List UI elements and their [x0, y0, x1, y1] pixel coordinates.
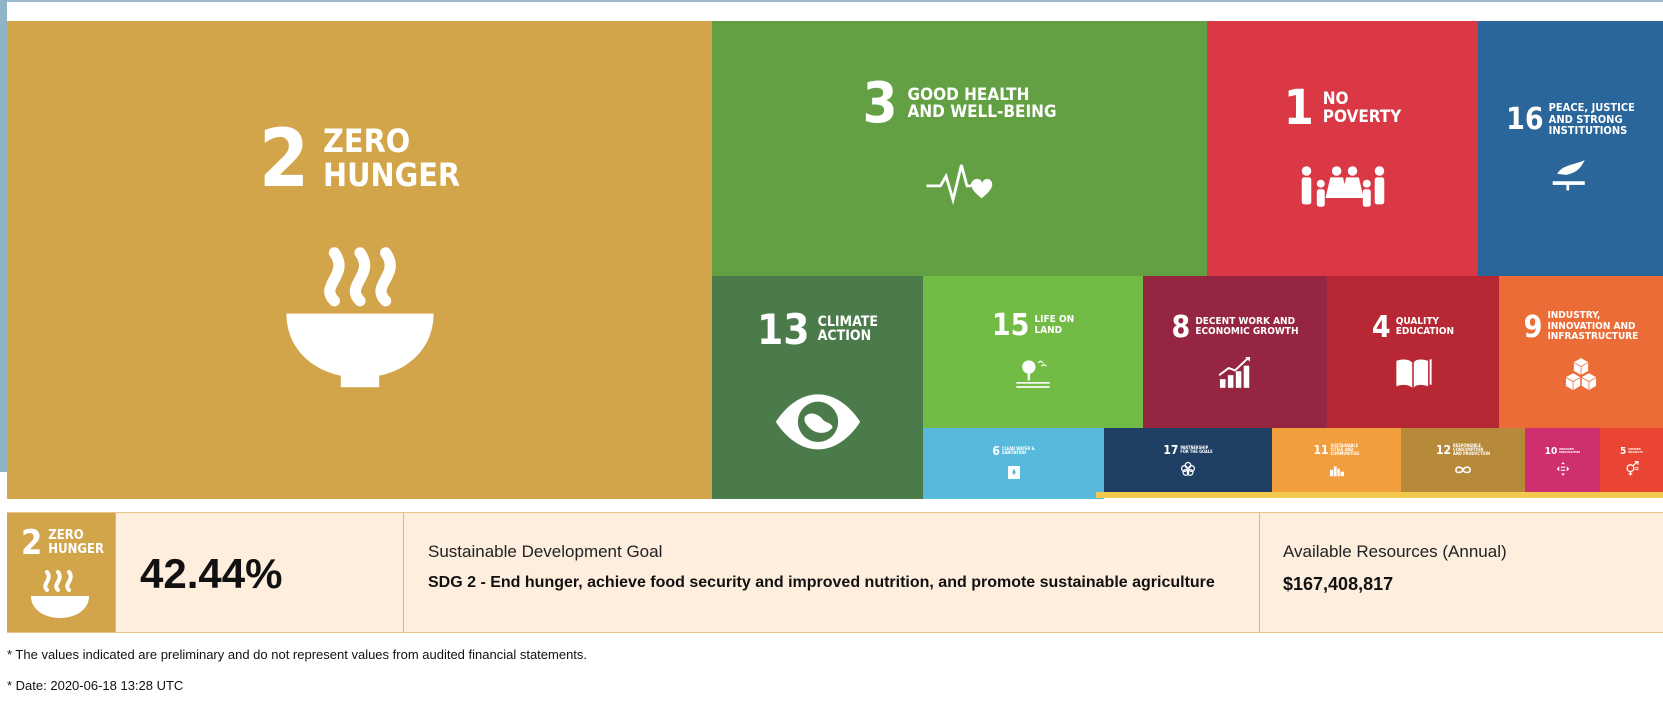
tile-sdg-12[interactable]: 12 RESPONSIBLE CONSUMPTION AND PRODUCTION	[1401, 428, 1525, 494]
tile-sdg-9[interactable]: 9 INDUSTRY, INNOVATION AND INFRASTRUCTURE	[1499, 276, 1663, 428]
tile-sdg-13[interactable]: 13 CLIMATE ACTION	[712, 276, 923, 499]
tile-title: ZERO HUNGER	[323, 122, 461, 194]
tile-title: RESPONSIBLE CONSUMPTION AND PRODUCTION	[1453, 442, 1490, 457]
tile-sdg-11[interactable]: 11 SUSTAINABLE CITIES AND COMMUNITIES	[1272, 428, 1401, 494]
tile-title: GOOD HEALTH AND WELL-BEING	[907, 84, 1057, 123]
tile-title: NO POVERTY	[1322, 89, 1402, 127]
tile-sdg-2[interactable]: 2 ZERO HUNGER	[7, 21, 712, 499]
sdg-treemap: 2 ZERO HUNGER 3 GOOD HEALTH AND WELL-BEING 1…	[7, 21, 1663, 499]
tile-title: PEACE, JUSTICE AND STRONG INSTITUTIONS	[1548, 101, 1635, 138]
resources-value: $167,408,817	[1283, 574, 1394, 594]
growth-chart-icon	[1218, 356, 1251, 388]
percent-cell: 42.44%	[115, 513, 403, 632]
tile-number: 5	[1619, 445, 1627, 457]
tile-sdg-10[interactable]: 10 REDUCED INEQUALITIES	[1525, 428, 1600, 494]
water-icon	[1007, 466, 1020, 480]
tile-number: 2	[258, 112, 310, 205]
city-icon	[1329, 466, 1344, 477]
side-strip	[0, 0, 7, 472]
tile-sdg-4[interactable]: 4 QUALITY EDUCATION	[1327, 276, 1499, 428]
tile-sdg-1[interactable]: 1 NO POVERTY	[1207, 21, 1478, 276]
footnote-date: * Date: 2020-06-18 13:28 UTC	[7, 678, 184, 693]
percent-value: 42.44%	[140, 550, 283, 597]
tile-title: PARTNERSHIP FOR THE GOALS	[1180, 444, 1213, 454]
tile-title: DECENT WORK AND ECONOMIC GROWTH	[1195, 315, 1299, 337]
tile-title: GENDER EQUALITY	[1628, 446, 1644, 454]
tile-sdg-6[interactable]: 6 CLEAN WATER & SANITATION	[923, 428, 1104, 499]
gender-icon	[1625, 460, 1639, 475]
tile-number: 12	[1436, 442, 1452, 457]
bowl-icon	[285, 247, 434, 388]
tile-title: QUALITY EDUCATION	[1395, 315, 1455, 337]
tile-number: 6	[992, 443, 1000, 458]
goal-value: SDG 2 - End hunger, achieve food securit…	[428, 574, 1215, 591]
tile-title: LIFE ON LAND	[1034, 314, 1075, 336]
tile-number: 3	[862, 71, 898, 137]
family-icon	[1301, 165, 1384, 207]
tile-sdg-3[interactable]: 3 GOOD HEALTH AND WELL-BEING	[712, 21, 1207, 276]
highlight-bar	[1096, 492, 1663, 498]
dove-icon	[1552, 159, 1585, 191]
summary-row: 2 ZERO HUNGER 42.44% Sustainable Develop…	[7, 512, 1663, 633]
tile-number: 13	[757, 304, 810, 354]
tile-sdg-16[interactable]: 16 PEACE, JUSTICE AND STRONG INSTITUTIONS	[1478, 21, 1663, 276]
tile-number: 16	[1506, 101, 1544, 137]
rings-icon	[1181, 462, 1195, 477]
tile-sdg-17[interactable]: 17 PARTNERSHIP FOR THE GOALS	[1104, 428, 1272, 494]
goal-logo: 2 ZERO HUNGER	[7, 513, 115, 632]
goal-logo-number: 2	[21, 523, 43, 563]
tile-title: CLEAN WATER & SANITATION	[1001, 445, 1035, 455]
infinity-icon	[1455, 466, 1471, 474]
eye-globe-icon	[775, 394, 860, 450]
resources-cell: Available Resources (Annual) $167,408,81…	[1259, 513, 1663, 632]
tile-title: INDUSTRY, INNOVATION AND INFRASTRUCTURE	[1547, 310, 1639, 343]
tile-title: REDUCED INEQUALITIES	[1559, 446, 1581, 454]
tile-number: 4	[1371, 309, 1391, 345]
resources-label: Available Resources (Annual)	[1283, 542, 1507, 561]
cubes-icon	[1565, 357, 1597, 390]
equal-icon	[1556, 461, 1569, 476]
tile-number: 17	[1163, 442, 1179, 457]
tile-sdg-15[interactable]: 15 LIFE ON LAND	[923, 276, 1143, 428]
goal-cell: Sustainable Development Goal SDG 2 - End…	[403, 513, 1259, 632]
tile-number: 15	[991, 308, 1030, 343]
tile-sdg-8[interactable]: 8 DECENT WORK AND ECONOMIC GROWTH	[1143, 276, 1327, 428]
tile-sdg-5[interactable]: 5 GENDER EQUALITY	[1600, 428, 1663, 494]
tile-number: 9	[1523, 309, 1543, 345]
tile-title: SUSTAINABLE CITIES AND COMMUNITIES	[1330, 442, 1360, 457]
tile-number: 8	[1171, 309, 1191, 345]
tile-number: 11	[1313, 442, 1329, 457]
bowl-icon	[31, 570, 89, 618]
tile-number: 1	[1283, 80, 1314, 137]
goal-label: Sustainable Development Goal	[428, 542, 663, 561]
footnote-preliminary: * The values indicated are preliminary a…	[7, 647, 588, 662]
book-icon	[1396, 358, 1432, 388]
tree-icon	[1016, 360, 1050, 388]
goal-logo-title: ZERO HUNGER	[48, 527, 104, 557]
tile-number: 10	[1544, 445, 1558, 457]
top-strip	[0, 0, 1663, 20]
tile-title: CLIMATE ACTION	[817, 313, 878, 345]
heartbeat-icon	[926, 164, 992, 205]
